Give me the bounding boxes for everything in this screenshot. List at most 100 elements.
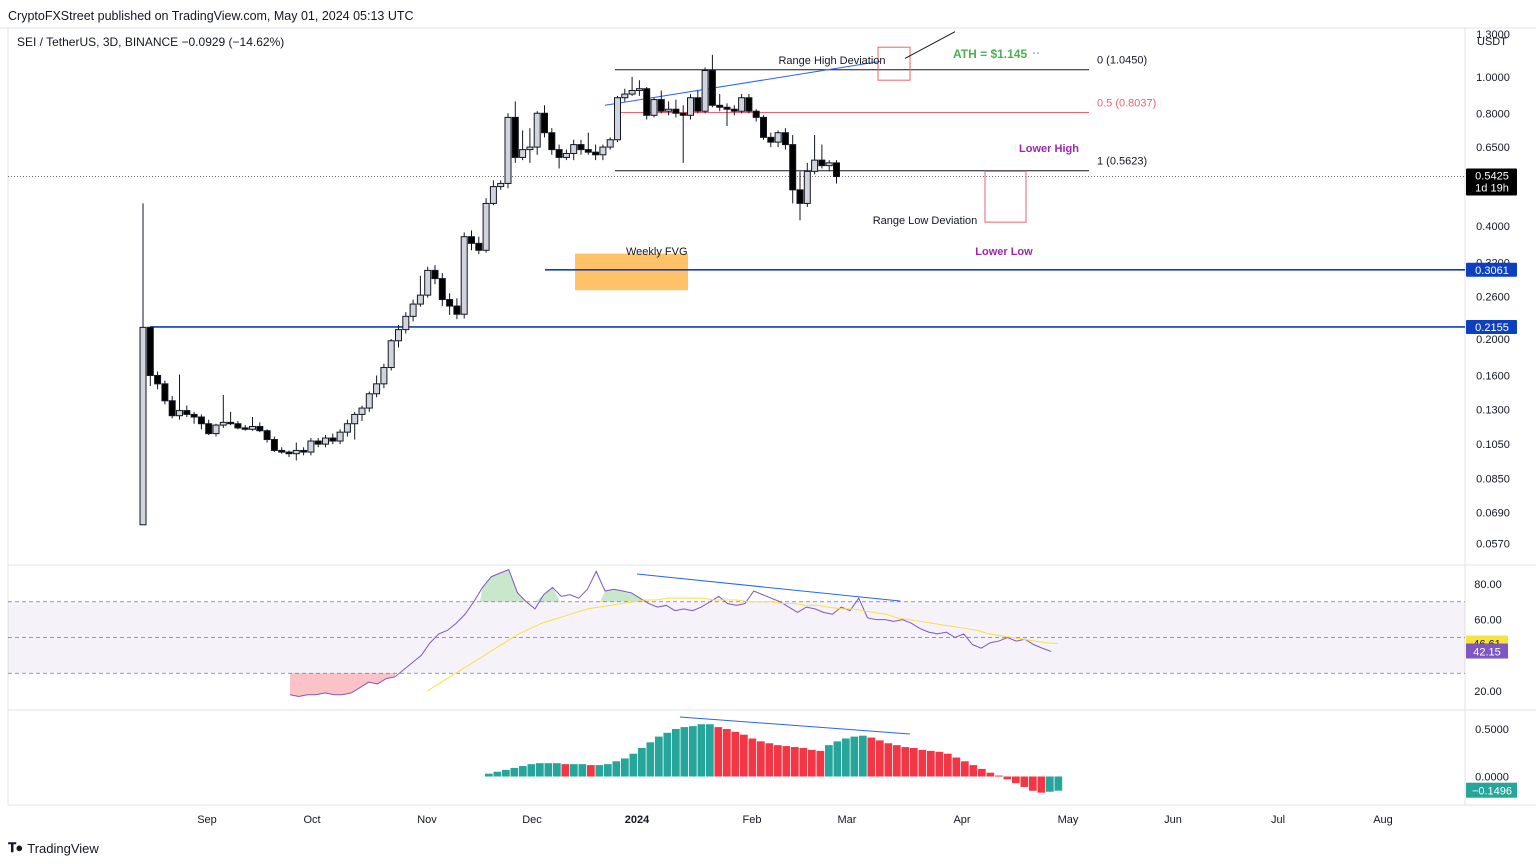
candle-body (796, 189, 804, 204)
macd-bar (825, 745, 833, 777)
candle-body (555, 149, 563, 158)
macd-bar (638, 748, 646, 777)
macd-value-label: −0.1496 (1472, 786, 1512, 798)
candle-body (139, 326, 147, 526)
annotation-range-low-deviation: Range Low Deviation (873, 215, 978, 227)
rsi-overbought-fill (480, 569, 560, 602)
rsi-line (289, 568, 1052, 697)
macd-bar (884, 743, 893, 777)
candle-body (774, 132, 782, 143)
candle-body (176, 410, 183, 417)
macd-bar (833, 741, 842, 777)
candle-body (146, 326, 154, 376)
candle-body (497, 182, 505, 188)
candle-body (738, 97, 746, 112)
candle-body (825, 162, 833, 167)
candle-body (358, 407, 366, 415)
macd-bar (510, 767, 519, 777)
candle-body (168, 400, 176, 417)
range-level-label: 0 (1.0450) (1097, 55, 1147, 67)
candle-body (256, 425, 264, 432)
macd-bar (876, 740, 884, 777)
candle-body (781, 132, 789, 146)
candle-body (241, 427, 249, 430)
candle-body (730, 108, 738, 112)
time-axis-label: Apr (953, 814, 970, 826)
symbol-info: SEI / TetherUS, 3D, BINANCE −0.0929 (−14… (17, 35, 285, 49)
macd-bar (536, 763, 544, 777)
candle-body (643, 88, 651, 116)
support-level-tag (1466, 319, 1517, 334)
currency-label: USDT (1477, 36, 1507, 48)
candle-body (161, 383, 169, 402)
rsi-label: 42.15 (1473, 647, 1501, 659)
candle-body (336, 431, 344, 442)
candle-body (599, 146, 607, 156)
macd-bar (706, 724, 714, 777)
macd-bar (604, 764, 612, 777)
candle-body (249, 425, 256, 430)
candle-body (511, 116, 519, 158)
candle-body (263, 430, 271, 441)
macd-bar (1037, 776, 1046, 793)
candle-body (694, 97, 702, 112)
macd-bar (969, 765, 978, 777)
time-axis-label: 2024 (625, 814, 650, 826)
candle-body (635, 88, 643, 91)
candle-body (380, 367, 388, 385)
rsi-divergence-line (636, 573, 901, 602)
candle-body (343, 423, 351, 433)
candle-body (519, 149, 527, 158)
macd-bar (1020, 776, 1029, 787)
candle-body (197, 416, 205, 425)
time-axis-label: Jun (1164, 814, 1182, 826)
price-tick-label: 0.2000 (1476, 334, 1510, 346)
candle-body (373, 383, 381, 395)
candle-body (584, 149, 592, 153)
candle-body (657, 99, 665, 112)
candle-body (592, 151, 600, 156)
candle-body (212, 424, 220, 435)
time-axis-label: May (1058, 814, 1079, 826)
macd-bar (774, 745, 782, 777)
candle-body (329, 437, 337, 442)
candle-body (803, 170, 811, 204)
candle-body (387, 340, 395, 369)
candle-body (424, 269, 432, 296)
candle-body (438, 278, 446, 301)
price-tick-label: 0.1050 (1476, 439, 1510, 451)
macd-bar (672, 729, 680, 777)
macd-divergence-line (679, 716, 911, 735)
macd-value-tag (1466, 782, 1517, 798)
candle-body (767, 136, 775, 143)
rsi-tick-label: 20.00 (1474, 686, 1502, 698)
candle-body (270, 439, 278, 451)
tradingview-footer[interactable]: 𝐓● TradingView (8, 840, 99, 856)
time-axis-label: Nov (417, 814, 437, 826)
time-axis-label: Jul (1271, 814, 1285, 826)
macd-bar (485, 773, 493, 777)
macd-bar (519, 766, 527, 777)
candle-body (548, 132, 556, 151)
macd-bar (986, 772, 995, 777)
candle-body (409, 303, 417, 317)
macd-bar (723, 729, 731, 777)
macd-bar (621, 758, 629, 777)
candle-body (285, 451, 293, 455)
time-axis-label: Sep (197, 814, 217, 826)
footer-brand: TradingView (27, 840, 99, 856)
macd-bar (697, 724, 706, 777)
time-axis-label: Feb (743, 814, 762, 826)
candle-body (621, 93, 629, 99)
candle-body (190, 413, 198, 418)
macd-bar (561, 764, 570, 777)
macd-bar (952, 757, 961, 777)
rsi-overbought-fill (600, 589, 660, 602)
candle-body (278, 449, 286, 453)
macd-bar (740, 734, 748, 777)
candle-body (614, 97, 621, 141)
candle-body (541, 112, 548, 134)
candle-body (154, 374, 162, 385)
candle-body (570, 144, 578, 154)
